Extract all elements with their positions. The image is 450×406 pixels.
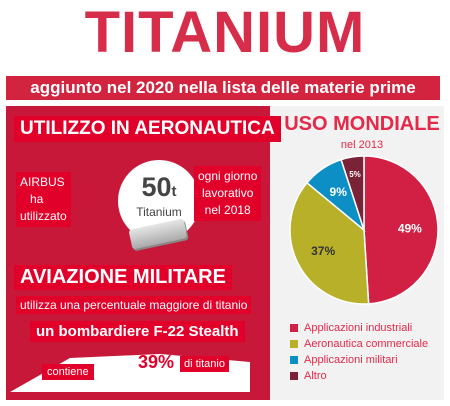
legend-swatch-2 <box>290 356 298 364</box>
ogni-line: lavorativo <box>202 186 254 200</box>
pie-slice-label-0: 49% <box>398 222 422 236</box>
legend-item-3: Altro <box>290 368 428 384</box>
legend-label-1: Aeronautica commerciale <box>304 338 429 350</box>
legend-label-2: Applicazioni militari <box>304 354 398 366</box>
left-panel <box>6 106 270 400</box>
legend-label-0: Applicazioni industriali <box>304 322 413 334</box>
militare-line1: utilizza una percentuale maggiore di tit… <box>16 296 252 314</box>
subtitle-banner: aggiunto nel 2020 nella lista delle mate… <box>6 76 440 121</box>
airbus-line: utilizzato <box>20 209 67 223</box>
ogni-giorno-text: ogni giorno lavorativo nel 2018 <box>194 166 262 221</box>
ogni-line: ogni giorno <box>198 169 258 183</box>
contiene-text: contiene <box>42 364 94 380</box>
main-title: TITANIUM <box>84 0 366 65</box>
aeronautica-heading: UTILIZZO IN AERONAUTICA <box>14 116 281 142</box>
pie-slice-3 <box>340 155 365 231</box>
militare-line2: un bombardiere F-22 Stealth <box>30 321 245 342</box>
pie-slice-label-2: 9% <box>330 185 348 199</box>
pie-slice-label-3: 5% <box>349 170 361 179</box>
uso-title: USO MONDIALE <box>284 113 440 135</box>
legend-swatch-0 <box>290 324 298 332</box>
di-titanio-text: di titanio <box>180 356 229 372</box>
pie-slice-1 <box>289 181 370 305</box>
uso-subtitle: nel 2013 <box>340 139 384 151</box>
amount-value: 50t <box>130 172 188 203</box>
legend-item-2: Applicazioni militari <box>290 352 428 368</box>
militare-heading: AVIAZIONE MILITARE <box>14 265 232 290</box>
legend-item-1: Aeronautica commerciale <box>290 336 428 352</box>
percent-value: 39% <box>138 352 175 372</box>
legend-label-3: Altro <box>304 370 327 382</box>
legend-swatch-3 <box>290 372 298 380</box>
pie-slice-0 <box>363 155 439 305</box>
legend-item-0: Applicazioni industriali <box>290 320 428 336</box>
pie-slice-label-1: 37% <box>311 244 335 258</box>
airbus-text: AIRBUS ha utilizzato <box>16 172 71 227</box>
pie-legend: Applicazioni industriali Aeronautica comm… <box>290 320 428 384</box>
amount-label: Titanium <box>136 205 182 219</box>
amount-unit: t <box>171 183 177 200</box>
legend-swatch-1 <box>290 340 298 348</box>
ogni-line: nel 2018 <box>204 203 251 217</box>
amount-number: 50 <box>141 172 172 202</box>
airbus-line: ha <box>30 192 44 206</box>
pie-chart: 49% 37% 9%5% <box>289 155 439 305</box>
airbus-line: AIRBUS <box>20 175 65 189</box>
